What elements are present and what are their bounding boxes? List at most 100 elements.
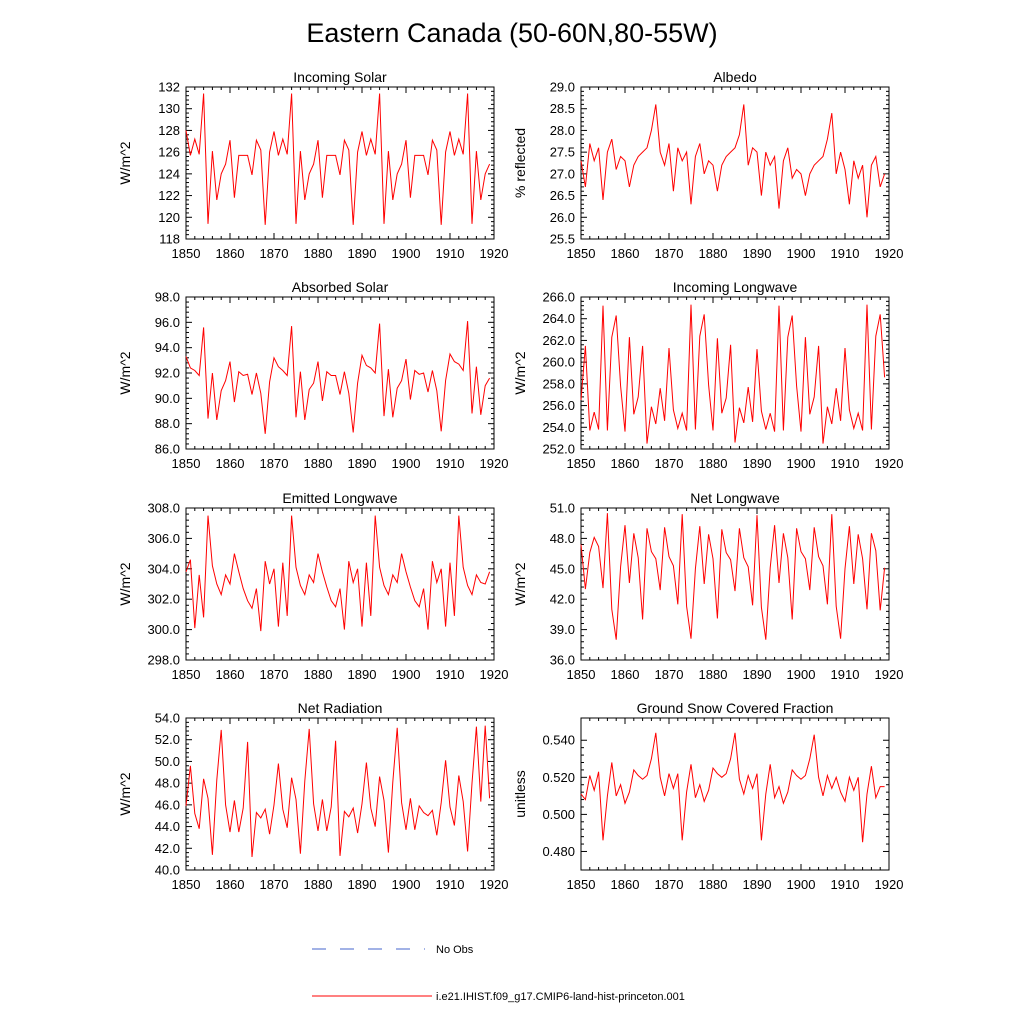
y-tick-label: 254.0 xyxy=(542,420,575,435)
y-axis-label: unitless xyxy=(512,770,528,817)
x-tick-label: 1900 xyxy=(787,667,816,682)
y-axis-label: W/m^2 xyxy=(512,351,528,394)
x-tick-label: 1860 xyxy=(611,667,640,682)
x-tick-label: 1920 xyxy=(875,667,904,682)
x-tick-label: 1860 xyxy=(216,877,245,892)
x-tick-label: 1910 xyxy=(436,456,465,471)
x-tick-label: 1900 xyxy=(392,667,421,682)
y-tick-label: 132 xyxy=(158,80,180,95)
x-tick-label: 1880 xyxy=(304,456,333,471)
y-tick-label: 26.0 xyxy=(550,210,575,225)
y-tick-label: 45.0 xyxy=(550,561,575,576)
y-tick-label: 92.0 xyxy=(155,366,180,381)
y-tick-label: 122 xyxy=(158,188,180,203)
x-tick-label: 1860 xyxy=(611,456,640,471)
y-tick-label: 130 xyxy=(158,101,180,116)
series-line xyxy=(185,725,491,858)
series-line xyxy=(580,732,885,843)
x-tick-label: 1850 xyxy=(172,877,201,892)
y-tick-label: 304.0 xyxy=(147,561,180,576)
y-tick-label: 306.0 xyxy=(147,531,180,546)
legend-obs-label: No Obs xyxy=(436,944,474,956)
x-tick-label: 1880 xyxy=(304,877,333,892)
y-tick-label: 51.0 xyxy=(550,501,575,516)
y-tick-label: 262.0 xyxy=(542,333,575,348)
x-tick-label: 1890 xyxy=(348,456,377,471)
plot-frame xyxy=(185,717,495,871)
x-tick-label: 1920 xyxy=(480,246,509,261)
x-tick-label: 1860 xyxy=(611,877,640,892)
y-tick-label: 90.0 xyxy=(155,391,180,406)
x-tick-label: 1890 xyxy=(348,667,377,682)
x-tick-label: 1850 xyxy=(172,667,201,682)
y-tick-label: 27.0 xyxy=(550,166,575,181)
panel-title: Incoming Longwave xyxy=(673,279,798,295)
x-tick-label: 1920 xyxy=(875,877,904,892)
series-line xyxy=(580,104,886,218)
x-tick-label: 1920 xyxy=(480,456,509,471)
y-axis-label: W/m^2 xyxy=(117,351,133,394)
x-tick-label: 1920 xyxy=(480,877,509,892)
plot-frame xyxy=(580,507,890,661)
y-tick-label: 46.0 xyxy=(155,797,180,812)
x-tick-label: 1870 xyxy=(260,877,289,892)
y-tick-label: 28.5 xyxy=(550,101,575,116)
panel-title: Incoming Solar xyxy=(293,69,387,85)
x-tick-label: 1870 xyxy=(655,246,684,261)
y-tick-label: 98.0 xyxy=(155,290,180,305)
y-tick-label: 120 xyxy=(158,210,180,225)
x-tick-label: 1910 xyxy=(831,246,860,261)
figure-title: Eastern Canada (50-60N,80-55W) xyxy=(306,18,717,48)
y-tick-label: 40.0 xyxy=(155,863,180,878)
y-tick-label: 36.0 xyxy=(550,653,575,668)
y-tick-label: 308.0 xyxy=(147,501,180,516)
y-tick-label: 256.0 xyxy=(542,398,575,413)
y-tick-label: 86.0 xyxy=(155,442,180,457)
x-tick-label: 1850 xyxy=(567,667,596,682)
x-tick-label: 1870 xyxy=(260,667,289,682)
panel-2: Absorbed Solar W/m^2 1850 1860 1870 1880 1890 1… xyxy=(117,279,508,471)
panel-6: Net Radiation W/m^2 1850 1860 1870 1880 1890 19… xyxy=(117,700,508,892)
y-tick-label: 258.0 xyxy=(542,376,575,391)
panel-0: Incoming Solar W/m^2 1850 1860 1870 1880 1890 1… xyxy=(117,69,508,261)
x-tick-label: 1910 xyxy=(436,877,465,892)
y-tick-label: 48.0 xyxy=(550,531,575,546)
y-tick-label: 0.480 xyxy=(542,844,575,859)
y-tick-label: 128 xyxy=(158,123,180,138)
y-tick-label: 0.520 xyxy=(542,770,575,785)
panel-title: Ground Snow Covered Fraction xyxy=(637,700,834,716)
x-tick-label: 1880 xyxy=(699,667,728,682)
x-tick-label: 1850 xyxy=(567,246,596,261)
panel-title: Absorbed Solar xyxy=(292,279,389,295)
y-axis-label: W/m^2 xyxy=(117,772,133,815)
y-tick-label: 88.0 xyxy=(155,416,180,431)
x-tick-label: 1870 xyxy=(260,246,289,261)
x-tick-label: 1900 xyxy=(392,246,421,261)
x-tick-label: 1910 xyxy=(831,667,860,682)
x-tick-label: 1880 xyxy=(699,246,728,261)
y-tick-label: 27.5 xyxy=(550,145,575,160)
x-tick-label: 1850 xyxy=(172,246,201,261)
panel-title: Net Radiation xyxy=(298,700,383,716)
panel-1: Albedo % reflected 1850 1860 1870 1880 1890 190… xyxy=(512,69,903,261)
plot-frame xyxy=(185,86,495,240)
x-tick-label: 1890 xyxy=(348,246,377,261)
y-tick-label: 28.0 xyxy=(550,123,575,138)
x-tick-label: 1900 xyxy=(787,456,816,471)
panel-3: Incoming Longwave W/m^2 1850 1860 1870 1880 18… xyxy=(512,279,903,471)
y-tick-label: 124 xyxy=(158,166,180,181)
y-axis-label: % reflected xyxy=(512,128,528,198)
plot-frame xyxy=(580,86,890,240)
x-tick-label: 1880 xyxy=(304,667,333,682)
y-tick-label: 264.0 xyxy=(542,311,575,326)
y-axis-label: W/m^2 xyxy=(117,562,133,605)
x-tick-label: 1890 xyxy=(348,877,377,892)
x-tick-label: 1910 xyxy=(436,246,465,261)
x-tick-label: 1890 xyxy=(743,456,772,471)
x-tick-label: 1860 xyxy=(611,246,640,261)
x-tick-label: 1920 xyxy=(875,456,904,471)
y-axis-label: W/m^2 xyxy=(117,141,133,184)
x-tick-label: 1920 xyxy=(480,667,509,682)
x-tick-label: 1910 xyxy=(831,877,860,892)
